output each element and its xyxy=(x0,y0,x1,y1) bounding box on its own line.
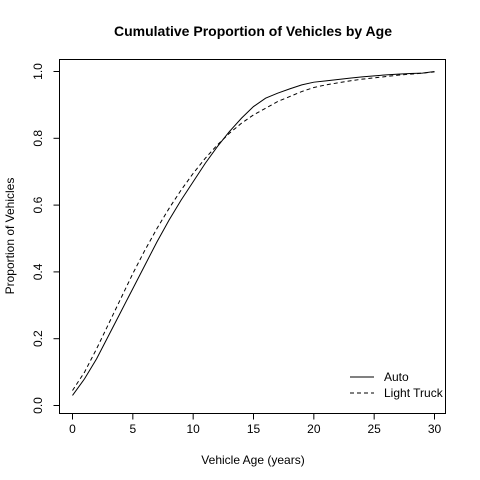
series-line-light-truck xyxy=(72,71,435,391)
x-tick-label: 20 xyxy=(307,422,321,436)
x-axis: 0 5 10 15 20 25 30 xyxy=(69,413,442,436)
x-axis-label: Vehicle Age (years) xyxy=(201,453,304,467)
plot-frame xyxy=(59,59,446,414)
legend-label: Auto xyxy=(384,370,409,384)
x-tick-label: 5 xyxy=(129,422,136,436)
y-tick-label: 1.0 xyxy=(31,63,45,80)
legend: Auto Light Truck xyxy=(350,370,444,400)
y-axis: 0.0 0.2 0.4 0.6 0.8 1.0 xyxy=(31,63,60,414)
x-tick-label: 30 xyxy=(428,422,442,436)
series-layer xyxy=(72,71,435,396)
y-tick-label: 0.8 xyxy=(31,130,45,147)
y-tick-label: 0.2 xyxy=(31,330,45,347)
y-tick-label: 0.4 xyxy=(31,263,45,280)
y-tick-label: 0.6 xyxy=(31,196,45,213)
x-tick-label: 0 xyxy=(69,422,76,436)
x-tick-label: 25 xyxy=(367,422,381,436)
series-line-auto xyxy=(72,71,435,396)
x-tick-label: 10 xyxy=(186,422,200,436)
legend-label: Light Truck xyxy=(384,386,444,400)
y-tick-label: 0.0 xyxy=(31,397,45,414)
x-tick-label: 15 xyxy=(247,422,261,436)
chart-title: Cumulative Proportion of Vehicles by Age xyxy=(114,23,392,39)
y-axis-label: Proportion of Vehicles xyxy=(3,178,17,295)
